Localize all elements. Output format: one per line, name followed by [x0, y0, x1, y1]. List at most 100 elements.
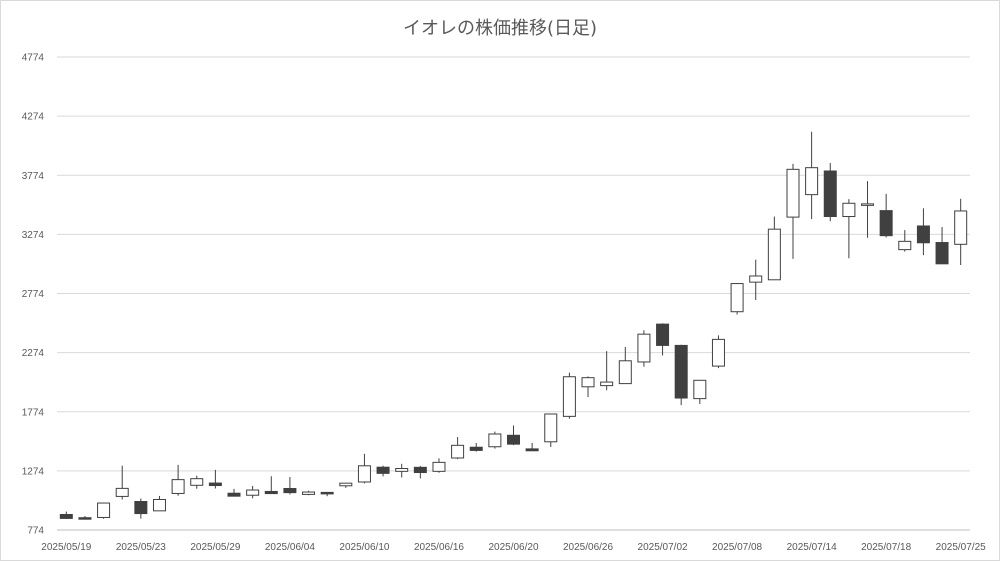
candle: [171, 464, 185, 496]
candle-body-up: [730, 283, 744, 313]
candle: [339, 482, 353, 488]
candle-body-up: [115, 487, 129, 497]
candle-body-up: [357, 465, 371, 483]
candle: [302, 490, 316, 496]
candle: [711, 335, 725, 369]
candle-body-down: [208, 482, 222, 487]
candle-body-down: [507, 434, 520, 445]
candle: [954, 198, 968, 266]
candle: [767, 216, 781, 281]
candle: [320, 491, 334, 497]
candle-body-down: [413, 466, 427, 474]
candle-body-up: [786, 168, 800, 218]
candle: [488, 431, 502, 449]
candle-body-up: [861, 203, 875, 206]
candle-body-up: [600, 381, 614, 387]
candle: [469, 442, 483, 452]
x-tick-label: 2025/05/19: [41, 542, 91, 553]
candle: [916, 208, 930, 256]
candle-body-down: [264, 490, 278, 495]
candle-body-down: [935, 242, 949, 265]
candle-body-up: [954, 210, 968, 245]
candle-body-down: [674, 344, 688, 399]
candle-body-up: [711, 338, 725, 367]
candle: [283, 477, 297, 495]
candle-body-down: [823, 170, 837, 218]
candle-body-up: [842, 202, 856, 218]
x-tick-label: 2025/07/14: [787, 542, 837, 553]
candles: [59, 131, 968, 520]
y-tick-label: 3774: [22, 171, 45, 182]
candle-body-up: [488, 433, 502, 448]
candle: [693, 379, 707, 404]
x-tick-label: 2025/07/08: [712, 542, 762, 553]
candle-body-down: [879, 210, 893, 237]
x-tick-label: 2025/06/04: [265, 542, 315, 553]
candle: [208, 469, 222, 489]
candle-body-down: [320, 491, 334, 495]
candle-body-down: [227, 492, 241, 497]
y-tick-label: 4774: [22, 53, 45, 64]
x-tick-label: 2025/05/29: [190, 542, 240, 553]
y-tick-label: 1774: [22, 407, 45, 418]
candle-body-up: [190, 478, 204, 486]
candle-body-up: [171, 479, 185, 494]
x-tick-label: 2025/05/23: [116, 542, 166, 553]
candle: [935, 227, 949, 265]
candle-body-down: [59, 514, 73, 519]
candle: [190, 475, 204, 489]
candle: [842, 199, 856, 259]
candle: [525, 442, 539, 452]
candle: [562, 372, 576, 419]
candle-body-down: [134, 501, 148, 515]
candle-body-up: [618, 360, 632, 385]
candle-body-up: [562, 376, 576, 417]
candle-body-up: [432, 461, 446, 472]
candle-body-up: [451, 444, 465, 459]
candle: [618, 346, 632, 385]
candle: [115, 465, 129, 500]
gridlines: [57, 56, 970, 472]
candle: [544, 413, 558, 447]
candle-body-down: [656, 323, 670, 346]
candle-body-up: [302, 491, 316, 495]
candle: [507, 425, 520, 446]
x-tick-label: 2025/07/02: [638, 542, 688, 553]
candle: [749, 259, 763, 301]
x-tick-label: 2025/07/18: [861, 542, 911, 553]
x-tick-label: 2025/07/25: [936, 542, 986, 553]
y-tick-label: 774: [27, 526, 44, 537]
candle: [451, 437, 465, 460]
candle-body-up: [152, 498, 166, 512]
candle: [861, 181, 875, 238]
candle-body-up: [544, 413, 558, 443]
candle: [637, 330, 651, 367]
chart-title: イオレの株価推移(日足): [402, 18, 598, 39]
candle-body-up: [898, 240, 912, 251]
x-axis-labels: 2025/05/19 2025/05/23 2025/05/29 2025/06/04…: [41, 542, 986, 553]
candle-body-up: [97, 502, 111, 518]
y-tick-label: 2274: [22, 348, 45, 359]
candle-body-up: [767, 228, 781, 281]
candle-body-down: [376, 466, 390, 474]
candle-body-down: [525, 448, 539, 452]
candle: [805, 131, 819, 220]
x-tick-label: 2025/06/10: [339, 542, 389, 553]
candle-body-down: [469, 446, 483, 451]
candle: [152, 495, 166, 512]
candle: [786, 163, 800, 259]
y-tick-label: 1274: [22, 466, 45, 477]
y-axis-labels: 774 1274 1774 2274 2774 3274 3774 4274 4774: [22, 53, 45, 537]
candle-body-up: [581, 377, 595, 388]
x-tick-label: 2025/06/26: [563, 542, 613, 553]
candle: [879, 193, 893, 238]
candle: [656, 323, 670, 356]
candle-body-up: [246, 489, 260, 496]
candle: [413, 466, 427, 479]
candle-body-up: [637, 333, 651, 363]
candle-body-down: [283, 487, 297, 494]
y-tick-label: 4274: [22, 112, 45, 123]
x-tick-label: 2025/06/20: [488, 542, 538, 553]
